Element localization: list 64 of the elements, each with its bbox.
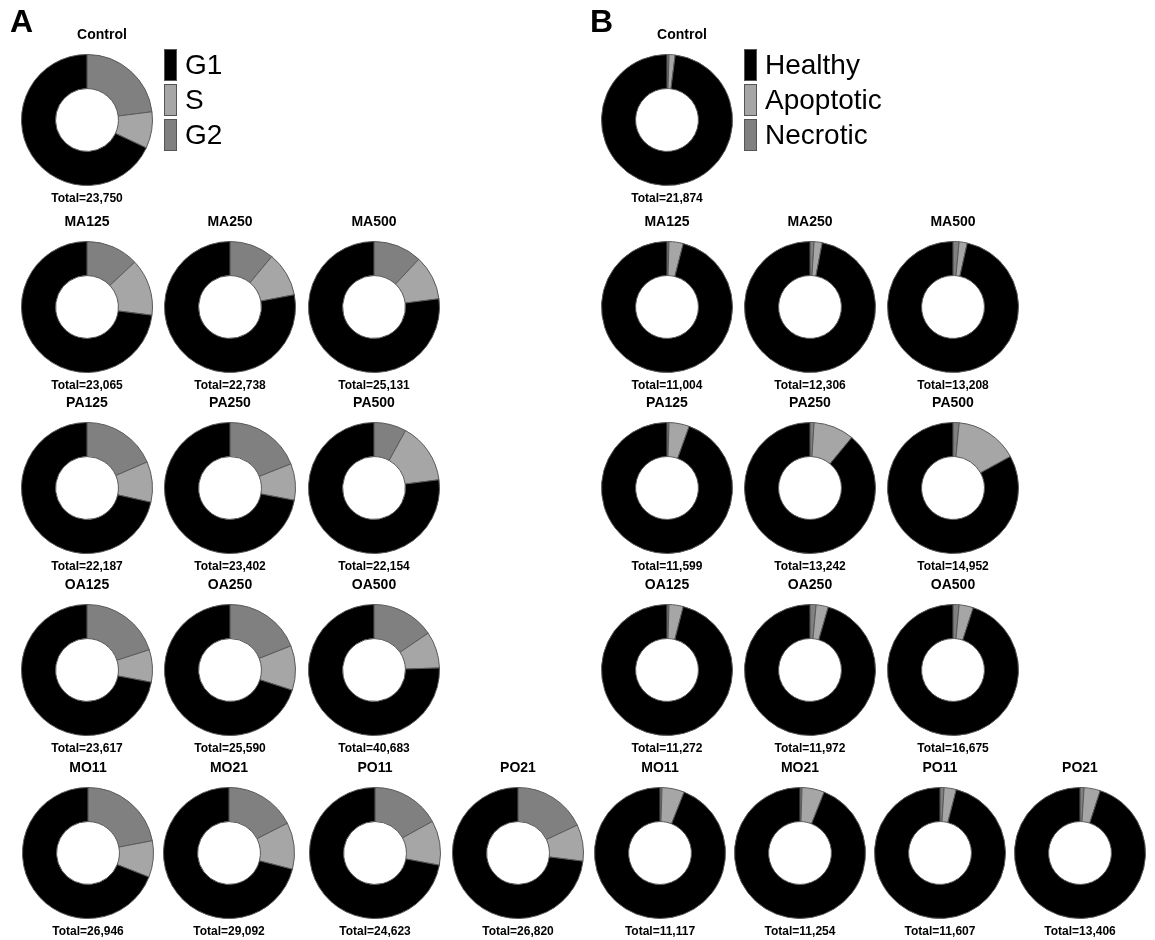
chart-title: MO11 [68,759,108,775]
legend-label: G1 [185,48,223,81]
chart-title: PA125 [65,394,109,410]
text: Total=26,820 [481,924,555,938]
text: Total=13,406 [1043,924,1117,938]
text: Total=25,590 [193,741,267,755]
text: Total=11,272 [630,741,704,755]
chart-title: PA250 [208,394,252,410]
chart-title: MO21 [208,759,250,775]
text: Total=13,208 [916,378,990,392]
legend-label: G2 [185,118,223,151]
legend-label: S [185,83,204,116]
text: Total=22,738 [193,378,267,392]
chart-title: PO21 [499,759,537,775]
chart-title: OA500 [350,576,398,592]
text: Total=26,946 [51,924,125,938]
chart-title: PO11 [356,759,394,775]
chart-title: MA500 [929,213,977,229]
chart-title: MA125 [63,213,111,229]
chart-title: OA250 [786,576,834,592]
chart-title: PA500 [931,394,975,410]
chart-title: OA250 [206,576,254,592]
text: Total=40,683 [337,741,411,755]
chart-title: MA250 [786,213,834,229]
chart-title: PA250 [788,394,832,410]
text: Total=23,617 [50,741,124,755]
chart-title: MO11 [640,759,680,775]
text: Total=14,952 [916,559,990,573]
text: Total=11,607 [903,924,977,938]
text: A [10,3,34,40]
text: Total=22,154 [337,559,411,573]
legend-label: Necrotic [765,118,868,151]
chart-title: PO11 [921,759,959,775]
chart-title: MA125 [643,213,691,229]
text: Total=24,623 [338,924,412,938]
chart-title: OA125 [63,576,111,592]
chart-title: PO21 [1061,759,1099,775]
text: Total=21,874 [630,191,704,205]
chart-title: PA125 [645,394,689,410]
legend-label: Apoptotic [765,83,882,116]
text: Total=23,402 [193,559,267,573]
text: Total=16,675 [916,741,990,755]
text: Total=23,750 [50,191,124,205]
chart-title: MA500 [350,213,398,229]
chart-title: MO21 [779,759,821,775]
text: Total=22,187 [50,559,124,573]
legend-label: Healthy [765,48,860,81]
chart-title: OA500 [929,576,977,592]
text: Total=11,117 [623,924,697,938]
chart-title: MA250 [206,213,254,229]
text: Total=11,004 [630,378,704,392]
chart-title: Control [657,26,707,42]
chart-title: Control [77,26,127,42]
text: Total=11,599 [630,559,704,573]
text: Total=13,242 [773,559,847,573]
chart-title: PA500 [352,394,396,410]
text: Total=11,254 [763,924,837,938]
text: B [590,3,614,40]
text: Total=23,065 [50,378,124,392]
text: Total=25,131 [337,378,411,392]
text: Total=12,306 [773,378,847,392]
text: Total=29,092 [192,924,266,938]
chart-title: OA125 [643,576,691,592]
text: Total=11,972 [773,741,847,755]
